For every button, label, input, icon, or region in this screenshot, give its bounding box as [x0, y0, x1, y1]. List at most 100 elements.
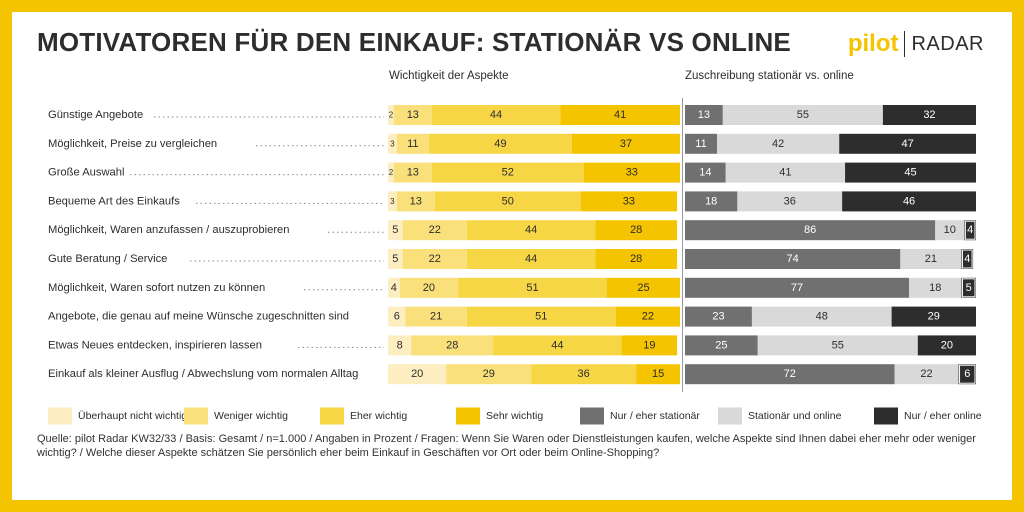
importance-value-label: 2 — [389, 168, 394, 177]
importance-value-label: 51 — [535, 311, 547, 323]
importance-bar-segment — [388, 133, 397, 154]
importance-bar-segment — [402, 249, 467, 269]
importance-value-label: 15 — [652, 368, 664, 380]
legend-swatch — [456, 407, 480, 425]
attribution-value-label: 4 — [967, 224, 973, 236]
category-label: Möglichkeit, Waren sofort nutzen zu könn… — [48, 282, 265, 294]
legend-swatch — [48, 407, 72, 425]
attribution-value-label: 48 — [816, 311, 828, 323]
logo-part-radar: RADAR — [911, 32, 984, 55]
attribution-value-label: 41 — [779, 167, 791, 179]
importance-bar-segment — [388, 105, 394, 125]
legend-label: Überhaupt nicht wichtig — [78, 410, 187, 422]
attribution-value-label: 55 — [832, 339, 844, 351]
importance-value-label: 20 — [411, 368, 423, 380]
chart-title: MOTIVATOREN FÜR DEN EINKAUF: STATIONÄR V… — [37, 27, 791, 57]
legend-label: Nur / eher stationär — [610, 410, 700, 422]
importance-value-label: 49 — [494, 138, 506, 150]
attribution-bar-segment — [685, 162, 726, 183]
importance-value-label: 51 — [526, 282, 538, 294]
attribution-bar-segment — [961, 277, 976, 298]
legend-swatch — [184, 407, 208, 425]
importance-value-label: 50 — [502, 195, 514, 207]
importance-bar-segment — [388, 220, 403, 241]
importance-bar-segment — [560, 105, 680, 125]
importance-value-label: 13 — [410, 195, 422, 207]
attribution-value-label: 11 — [695, 138, 706, 150]
importance-bar-segment — [431, 105, 561, 125]
importance-value-label: 44 — [490, 109, 502, 121]
importance-bar-segment — [396, 133, 429, 154]
importance-value-label: 29 — [483, 368, 495, 380]
importance-value-label: 20 — [423, 282, 435, 294]
legend-label: Weniger wichtig — [214, 410, 288, 422]
attribution-bar-outline — [961, 249, 973, 269]
attribution-value-label: 32 — [923, 109, 935, 121]
importance-bar-segment — [607, 277, 680, 298]
attribution-value-label: 55 — [797, 109, 809, 121]
attribution-value-label: 86 — [804, 224, 816, 236]
importance-bar-segment — [466, 220, 596, 241]
attribution-value-label: 10 — [944, 224, 956, 236]
legend-label: Nur / eher online — [904, 410, 982, 422]
attribution-bar-segment — [725, 162, 846, 183]
attribution-value-label: 25 — [715, 339, 727, 351]
attribution-bar-segment — [722, 105, 883, 125]
attribution-bar-segment — [909, 277, 962, 298]
attribution-bar-outline — [959, 364, 976, 384]
category-label: Möglichkeit, Preise zu vergleichen — [48, 138, 217, 150]
attribution-bar-segment — [717, 133, 840, 154]
importance-bar-segment — [388, 306, 406, 327]
attribution-bar-outline — [961, 278, 976, 298]
attribution-value-label: 18 — [929, 282, 941, 294]
attribution-bar-segment — [845, 162, 976, 183]
importance-bar-segment — [411, 335, 494, 356]
attribution-value-label: 72 — [784, 368, 796, 380]
attribution-bar-segment — [685, 105, 723, 125]
attribution-value-label: 74 — [787, 253, 799, 265]
attribution-bar-segment — [751, 306, 892, 327]
importance-bar-segment — [571, 133, 680, 154]
importance-value-label: 44 — [551, 339, 563, 351]
attribution-value-label: 4 — [964, 253, 970, 265]
importance-value-label: 44 — [525, 253, 537, 265]
importance-bar-segment — [466, 249, 596, 269]
importance-value-label: 3 — [390, 197, 395, 206]
importance-value-label: 28 — [446, 339, 458, 351]
importance-bar-segment — [388, 277, 400, 298]
legend-label: Stationär und online — [748, 410, 842, 422]
importance-value-label: 11 — [407, 138, 418, 150]
attribution-bar-segment — [894, 364, 959, 385]
category-label: Bequeme Art des Einkaufs — [48, 195, 180, 207]
attribution-bar-segment — [891, 306, 976, 327]
attribution-bar-segment — [839, 133, 976, 154]
importance-bar-segment — [531, 364, 637, 385]
attribution-value-label: 6 — [964, 368, 970, 380]
importance-value-label: 5 — [392, 224, 398, 236]
importance-bar-segment — [402, 220, 467, 241]
pilot-radar-logo: pilot RADAR — [848, 30, 984, 58]
category-label: Große Auswahl — [48, 167, 124, 179]
attribution-bar-segment — [958, 364, 976, 385]
attribution-bar-segment — [685, 364, 895, 385]
importance-value-label: 52 — [502, 167, 514, 179]
importance-value-label: 2 — [389, 111, 394, 120]
importance-bar-segment — [595, 249, 678, 269]
attribution-bar-segment — [917, 335, 976, 356]
importance-bar-segment — [583, 162, 680, 183]
attribution-value-label: 36 — [784, 195, 796, 207]
legend-swatch — [874, 407, 898, 425]
category-label: Günstige Angebote — [48, 109, 143, 121]
importance-bar-segment — [636, 364, 680, 385]
importance-bar-segment — [393, 162, 432, 183]
importance-value-label: 33 — [626, 167, 638, 179]
importance-value-label: 6 — [394, 311, 400, 323]
importance-bar-segment — [393, 105, 432, 125]
importance-bar-segment — [458, 277, 607, 298]
attribution-value-label: 77 — [791, 282, 803, 294]
importance-bar-segment — [434, 191, 581, 212]
importance-value-label: 28 — [630, 224, 642, 236]
importance-value-label: 33 — [623, 195, 635, 207]
category-label: Möglichkeit, Waren anzufassen / auszupro… — [48, 224, 290, 236]
